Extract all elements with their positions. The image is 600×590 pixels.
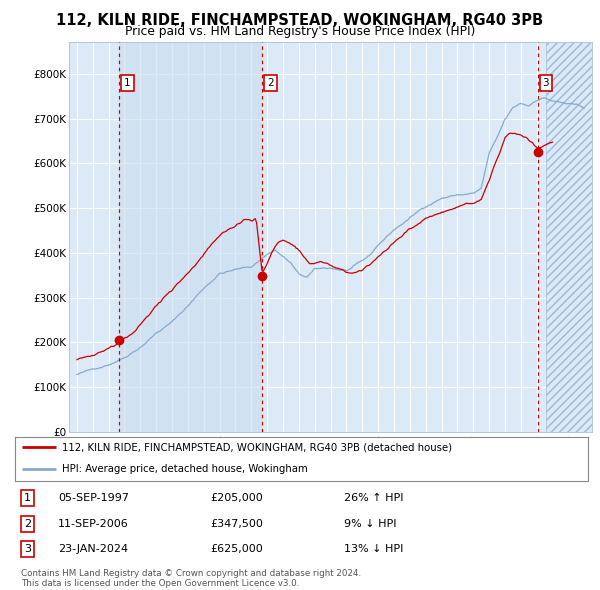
Text: Price paid vs. HM Land Registry's House Price Index (HPI): Price paid vs. HM Land Registry's House … [125,25,475,38]
Text: 2: 2 [24,519,31,529]
Text: 112, KILN RIDE, FINCHAMPSTEAD, WOKINGHAM, RG40 3PB: 112, KILN RIDE, FINCHAMPSTEAD, WOKINGHAM… [56,13,544,28]
Bar [119,42,262,432]
Text: 05-SEP-1997: 05-SEP-1997 [58,493,129,503]
Text: £625,000: £625,000 [210,544,263,554]
Text: 1: 1 [24,493,31,503]
Text: 23-JAN-2024: 23-JAN-2024 [58,544,128,554]
Text: 1: 1 [124,78,131,88]
Text: 3: 3 [24,544,31,554]
Text: 26% ↑ HPI: 26% ↑ HPI [344,493,404,503]
Text: £205,000: £205,000 [210,493,263,503]
Text: 112, KILN RIDE, FINCHAMPSTEAD, WOKINGHAM, RG40 3PB (detached house): 112, KILN RIDE, FINCHAMPSTEAD, WOKINGHAM… [62,442,452,452]
Text: 13% ↓ HPI: 13% ↓ HPI [344,544,404,554]
Text: £347,500: £347,500 [210,519,263,529]
Text: Contains HM Land Registry data © Crown copyright and database right 2024.
This d: Contains HM Land Registry data © Crown c… [21,569,361,588]
Text: 3: 3 [542,78,549,88]
Text: 11-SEP-2006: 11-SEP-2006 [58,519,129,529]
Text: HPI: Average price, detached house, Wokingham: HPI: Average price, detached house, Woki… [62,464,308,474]
Bar [546,42,592,432]
Text: 2: 2 [267,78,274,88]
Text: 9% ↓ HPI: 9% ↓ HPI [344,519,397,529]
